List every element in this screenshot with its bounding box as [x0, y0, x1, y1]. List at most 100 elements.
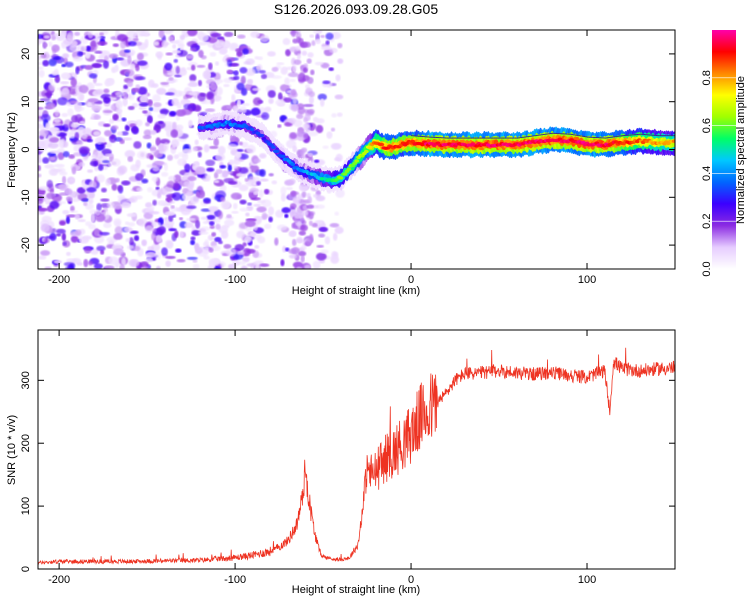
heat-cell	[259, 70, 266, 74]
ridge-edge	[523, 136, 526, 138]
heat-cell	[128, 40, 137, 47]
heat-cell	[223, 31, 234, 38]
heat-cell	[284, 121, 293, 127]
snr-xlabel: Height of straight line (km)	[292, 584, 420, 596]
heat-cell	[157, 113, 167, 119]
heat-cell	[242, 242, 247, 247]
heat-cell	[334, 94, 344, 100]
ridge-edge	[673, 135, 675, 137]
heat-cell	[215, 169, 223, 175]
heat-cell	[240, 75, 246, 84]
ridge-edge	[425, 136, 427, 138]
heat-cell	[131, 87, 140, 93]
heat-cell	[307, 152, 313, 158]
ridge-edge	[606, 137, 609, 139]
ridge-edge	[544, 133, 547, 135]
heat-cell	[43, 35, 51, 39]
ridge-edge	[442, 137, 445, 139]
ridge-edge	[476, 137, 478, 139]
heat-cell	[220, 196, 226, 202]
heat-cell	[86, 82, 95, 91]
heat-cell	[226, 105, 233, 110]
heat-cell	[164, 211, 176, 216]
heat-cell	[184, 163, 191, 173]
heat-cell	[215, 61, 220, 66]
heat-cell	[232, 202, 238, 210]
ridge-edge	[555, 132, 558, 134]
heat-cell	[123, 226, 133, 233]
y-tick-label: 0	[20, 566, 32, 572]
heat-cell	[109, 134, 117, 143]
heat-cell	[53, 163, 65, 168]
ridge-edge	[613, 136, 616, 138]
colorbar-label: Normalized spectral amplitude	[735, 76, 747, 224]
heat-cell	[41, 215, 52, 223]
x-tick-label: -100	[224, 574, 246, 586]
heat-cell	[38, 165, 42, 172]
heat-cell	[123, 49, 131, 53]
heat-cell	[297, 221, 302, 229]
ridge-edge	[650, 134, 653, 136]
heat-cell	[63, 38, 73, 45]
x-tick-label: 100	[578, 574, 596, 586]
ridge-edge	[539, 134, 542, 136]
heat-cell	[94, 136, 106, 145]
heat-cell	[38, 118, 43, 123]
heat-cell	[98, 55, 105, 60]
ridge-edge	[500, 137, 503, 139]
heat-cell	[179, 217, 184, 221]
heat-cell	[103, 207, 108, 213]
ridge-edge	[455, 137, 457, 139]
heat-cell	[207, 265, 216, 269]
heat-cell	[114, 226, 123, 235]
heat-cell	[96, 245, 106, 252]
heat-cell	[300, 224, 308, 232]
heat-cell	[113, 248, 125, 256]
heat-cell	[228, 43, 238, 51]
heat-cell	[154, 251, 162, 260]
heat-cell	[102, 60, 109, 69]
ridge-edge	[527, 136, 529, 138]
ridge-edge	[418, 135, 420, 137]
heat-cell	[203, 200, 211, 205]
heat-cell	[94, 209, 101, 216]
heat-cell	[137, 60, 148, 66]
ridge-edge	[426, 136, 429, 138]
heat-cell	[38, 33, 44, 40]
ridge-edge	[671, 135, 674, 137]
ridge-edge	[595, 137, 598, 139]
heat-cell	[238, 184, 249, 192]
heat-cell	[259, 263, 270, 267]
ridge-edge	[488, 137, 491, 139]
ridge-edge	[608, 137, 610, 139]
heat-cell	[151, 221, 162, 228]
ridge-edge	[653, 134, 656, 136]
heat-cell	[108, 256, 119, 266]
heat-cell	[290, 88, 297, 96]
heat-cell	[207, 90, 215, 100]
ridge-edge	[553, 132, 556, 134]
snr-y-axis: 0 100 200 300	[20, 371, 675, 572]
heat-cell	[58, 171, 68, 176]
heat-cell	[306, 204, 315, 209]
colorbar-tick-label: 0.8	[701, 70, 713, 85]
heat-cell	[303, 117, 309, 123]
heat-cell	[165, 129, 173, 138]
heat-cell	[275, 99, 286, 107]
heat-cell	[245, 212, 250, 217]
ridge-edge	[623, 135, 626, 137]
ridge-edge	[497, 137, 500, 139]
heat-cell	[51, 35, 56, 41]
heat-cell	[178, 68, 188, 77]
snr-frame	[37, 329, 676, 570]
heat-cell	[220, 230, 229, 239]
heat-cell	[121, 117, 127, 122]
heat-cell	[104, 79, 114, 87]
heat-cell	[77, 92, 85, 102]
heat-cell	[293, 59, 302, 66]
heat-cell	[330, 142, 342, 150]
heat-cell	[236, 99, 242, 108]
heat-cell	[49, 137, 60, 143]
heat-cell	[164, 62, 173, 71]
ridge-edge	[597, 137, 600, 139]
